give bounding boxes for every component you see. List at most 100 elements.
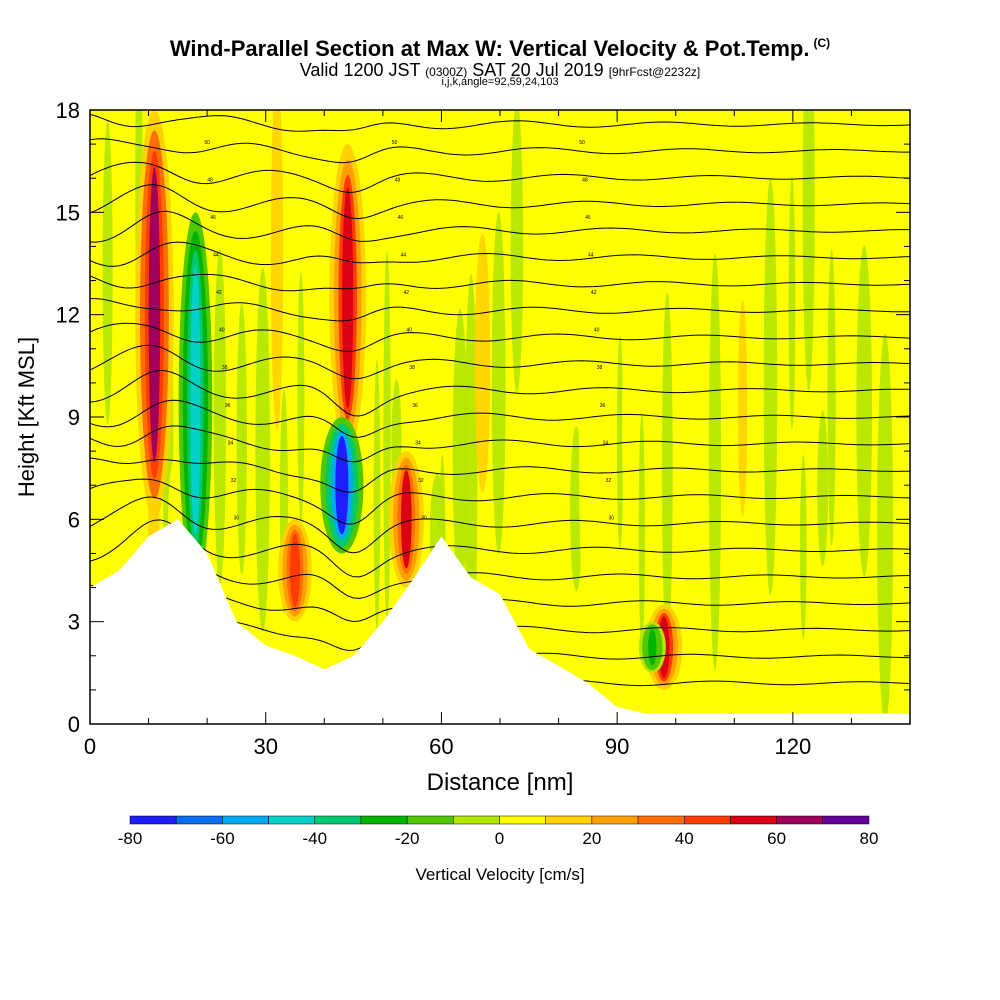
colorbar-swatch — [360, 815, 408, 825]
field-cell — [554, 338, 563, 672]
field-cell — [383, 251, 391, 624]
downdraft-cell — [648, 628, 657, 666]
field-cell — [213, 248, 227, 584]
field-cell — [638, 412, 645, 648]
terrain — [90, 519, 910, 724]
field-cell — [553, 506, 569, 617]
x-tick-label: 60 — [429, 734, 453, 759]
isentrope-line — [90, 548, 910, 599]
isentrope-line — [90, 322, 910, 353]
isentrope-label: 46 — [585, 215, 591, 221]
colorbar-tick-label: 0 — [495, 829, 504, 848]
colorbar-label: Vertical Velocity [cm/s] — [415, 865, 584, 884]
field-cell — [346, 551, 354, 667]
y-tick-label: 6 — [68, 507, 80, 532]
x-tick-label: 90 — [605, 734, 629, 759]
field-cell — [708, 253, 722, 670]
valid-time: Valid 1200 JST — [299, 60, 421, 80]
isentrope-line — [90, 344, 910, 380]
colorbar-tick-label: -80 — [118, 829, 143, 848]
isentrope-label: 36 — [225, 403, 231, 409]
colorbar-tick-label: 80 — [860, 829, 879, 848]
isentrope-label: 38 — [409, 365, 415, 371]
isentrope-line — [90, 273, 910, 292]
field-cell — [661, 292, 673, 645]
isentrope-label: 40 — [594, 328, 600, 334]
field-cell — [673, 110, 684, 422]
y-tick-label: 0 — [68, 712, 80, 737]
isentrope-label: 42 — [216, 290, 222, 296]
field-cell — [297, 271, 305, 525]
x-axis-label: Distance [nm] — [427, 769, 574, 796]
isentrope-label: 44 — [401, 253, 407, 259]
colorbar-tick-label: 60 — [767, 829, 786, 848]
field-cell — [491, 212, 506, 555]
isentrope-line — [90, 478, 910, 525]
isentrope-label: 50 — [392, 140, 398, 146]
colorbar-swatch — [776, 815, 824, 825]
isentrope-line — [90, 113, 910, 132]
isentrope-label: 34 — [603, 440, 609, 446]
updraft-cell — [148, 167, 161, 463]
isentrope-label: 38 — [222, 365, 228, 371]
colorbar-swatch — [545, 815, 593, 825]
field-cell — [802, 110, 815, 391]
updraft-cell — [342, 187, 354, 409]
field-cell — [763, 178, 778, 596]
x-tick-label: 120 — [774, 734, 811, 759]
field-cell — [593, 443, 604, 664]
field-cell — [897, 385, 907, 703]
colorbar-tick-label: 40 — [675, 829, 694, 848]
isentrope-label: 48 — [582, 178, 588, 184]
x-tick-label: 30 — [253, 734, 277, 759]
field-cell — [270, 110, 284, 431]
updraft-cell — [401, 470, 412, 569]
field-cell — [788, 176, 796, 430]
colorbar-tick-label: -60 — [210, 829, 235, 848]
y-axis-label: Height [Kft MSL] — [14, 337, 39, 497]
colorbar-swatch — [591, 815, 639, 825]
colorbar-swatch — [129, 815, 177, 825]
colorbar-swatch — [822, 815, 870, 825]
isentrope-label: 50 — [204, 140, 210, 146]
isentrope-label: 30 — [609, 515, 615, 521]
field-cell — [745, 446, 760, 682]
field-cell — [111, 371, 123, 500]
colorbar-swatch — [406, 815, 454, 825]
field-cell — [255, 267, 270, 632]
field-cell — [102, 120, 113, 425]
isentrope-label: 46 — [210, 215, 216, 221]
field-cell — [648, 321, 660, 434]
colorbar-swatch — [499, 815, 546, 825]
isentrope-label: 30 — [421, 515, 427, 521]
isentrope-line — [90, 519, 910, 578]
colorbar-swatch — [684, 815, 731, 825]
chart-title: Wind-Parallel Section at Max W: Vertical… — [0, 36, 1000, 62]
colorbar-swatch — [453, 815, 500, 825]
isentrope-label: 48 — [207, 178, 213, 184]
valid-utc: (0300Z) — [425, 65, 468, 79]
field-cell — [696, 110, 706, 524]
grid-indices: i,j,k,angle=92,59,24,103 — [441, 76, 559, 88]
isentrope-label: 32 — [231, 478, 237, 484]
isentrope-label: 32 — [606, 478, 612, 484]
x-tick-label: 0 — [84, 734, 96, 759]
isentrope-line — [90, 496, 910, 554]
isentrope-label: 50 — [579, 140, 585, 146]
chart-title-text: Wind-Parallel Section at Max W: Vertical… — [169, 36, 810, 61]
colorbar-swatch — [314, 815, 362, 825]
isentrope-label: 40 — [406, 328, 412, 334]
colorbar-tick-label: 20 — [582, 829, 601, 848]
isentrope-label: 38 — [597, 365, 603, 371]
isentrope-label: 30 — [234, 515, 240, 521]
isentrope-label: 46 — [398, 215, 404, 221]
field-cell — [877, 333, 894, 723]
field-cell — [893, 115, 900, 530]
isentrope-label: 42 — [591, 290, 597, 296]
isentrope-line — [90, 161, 910, 193]
isentrope-labels: 50 50 50 48 48 48 46 46 46 44 44 44 42 42 42 40 40 40 38 38… — [204, 140, 614, 521]
field-cell — [737, 300, 748, 517]
y-tick-label: 12 — [56, 303, 80, 328]
isentrope-label: 36 — [600, 403, 606, 409]
